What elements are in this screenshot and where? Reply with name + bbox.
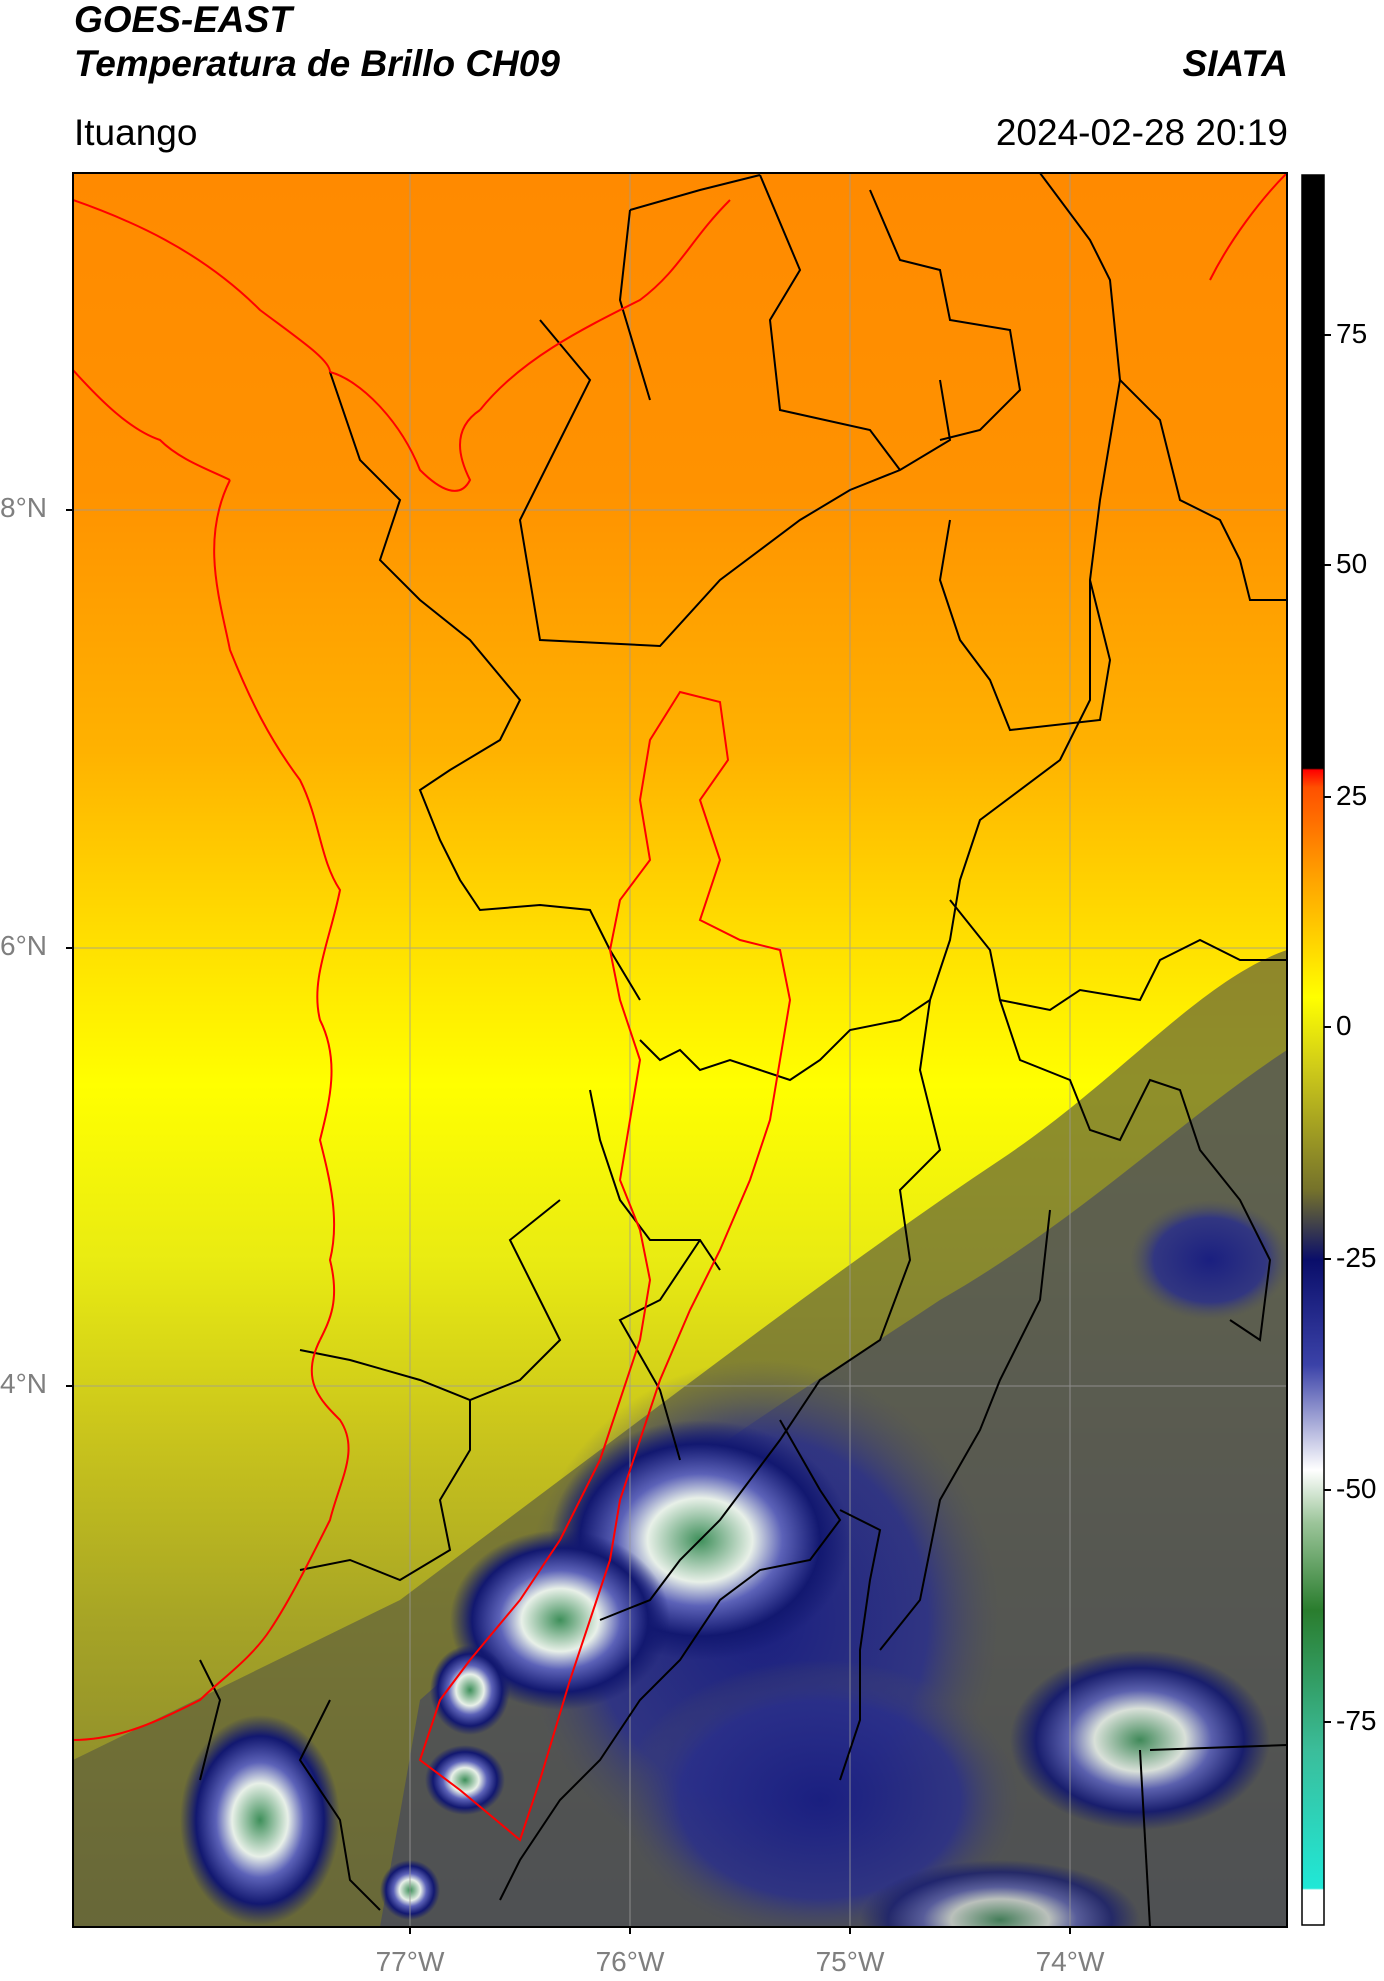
lon-label-77w: 77°W (375, 1946, 445, 1977)
colorbar-tick-label: 0 (1336, 1010, 1352, 1041)
colorbar-tick-label: -50 (1336, 1473, 1377, 1504)
admin-borders (199, 173, 1287, 1927)
lat-label-4n: 4°N (0, 1368, 47, 1399)
lon-label-76w: 76°W (595, 1946, 665, 1977)
lon-label-74w: 74°W (1035, 1946, 1105, 1977)
lon-label-75w: 75°W (815, 1946, 885, 1977)
region-label: Ituango (74, 112, 198, 153)
timestamp-label: 2024-02-28 20:19 (995, 112, 1288, 153)
colorbar-tick-label: 25 (1336, 780, 1368, 811)
colorbar-tick-label: 50 (1336, 548, 1368, 579)
colorbar-tick-label: 75 (1336, 318, 1368, 349)
map-frame (72, 172, 1288, 1928)
colorbar-tick-marks (1324, 334, 1331, 1723)
lat-label-8n: 8°N (0, 492, 47, 523)
lat-tick-marks (66, 509, 73, 1387)
title-satellite: GOES-EAST (74, 0, 292, 40)
brand-label: SIATA (1182, 43, 1288, 84)
lon-tick-marks (409, 1927, 1071, 1934)
colorbar-tick-label: -25 (1336, 1242, 1377, 1273)
graticule (73, 173, 1287, 1927)
colorbar-tick-label: -75 (1336, 1705, 1377, 1736)
title-product: Temperatura de Brillo CH09 (74, 43, 560, 84)
brightness-temperature-field (73, 173, 1287, 1927)
colorbar (1301, 174, 1325, 1926)
coastline (73, 173, 1287, 1741)
ituango-basin-outline (418, 690, 792, 1842)
lat-label-6n: 6°N (0, 930, 47, 961)
